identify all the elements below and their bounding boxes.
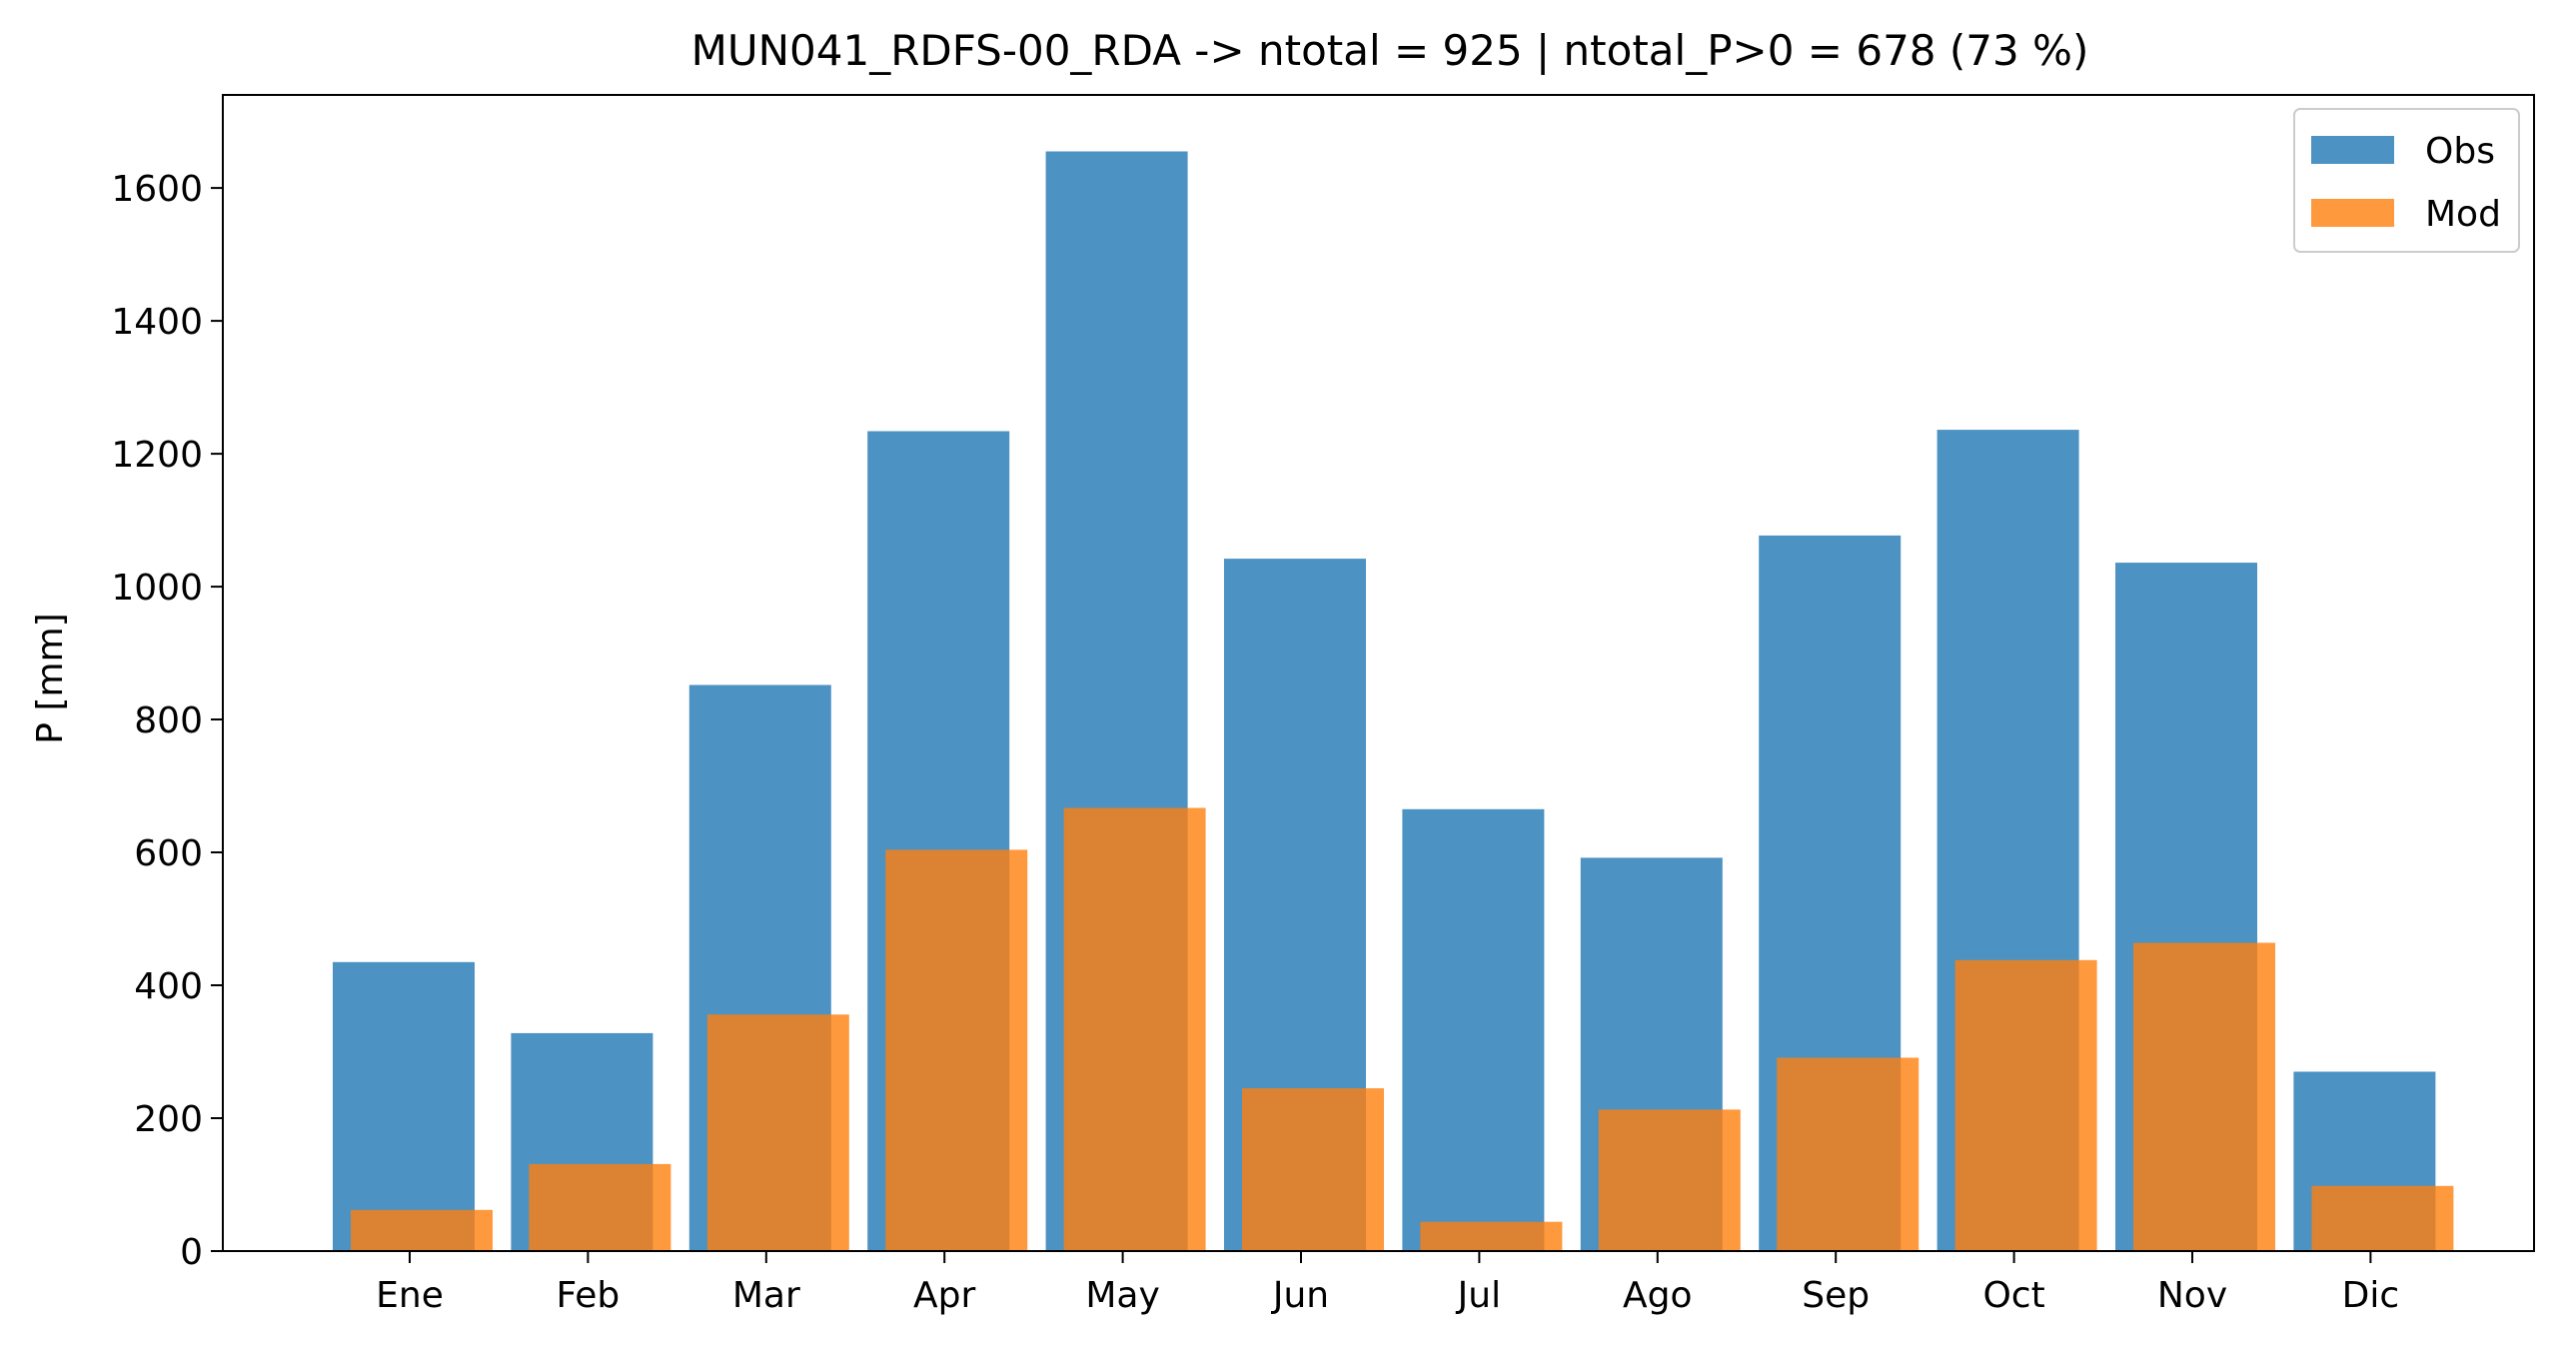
y-tick-label: 400 — [134, 966, 203, 1007]
legend-swatch-obs — [2311, 136, 2394, 164]
x-tick-label: Ago — [1623, 1275, 1693, 1316]
bar-mod-sep — [1777, 1057, 1920, 1251]
bar-mod-nov — [2133, 942, 2275, 1251]
y-axis-ticks: 0 200 400 600 800 1000 1200 1400 1600 — [111, 169, 223, 1273]
x-tick-label: Apr — [913, 1275, 975, 1316]
x-tick-label: Feb — [557, 1275, 621, 1316]
x-tick-label: Nov — [2157, 1275, 2227, 1316]
y-tick-label: 1400 — [111, 302, 203, 343]
bar-mod-oct — [1954, 959, 2097, 1251]
x-axis-ticks: Ene Feb Mar Apr May Jun Jul Ago Sep Oct Nov Dic — [376, 1251, 2399, 1316]
x-tick-label: Jul — [1456, 1275, 1501, 1316]
y-tick-label: 1600 — [111, 169, 203, 210]
x-tick-label: Oct — [1982, 1275, 2044, 1316]
series-mod-bars — [351, 807, 2454, 1251]
x-tick-label: Mar — [732, 1275, 800, 1316]
bar-mod-ene — [351, 1209, 493, 1251]
bar-mod-mar — [706, 1014, 849, 1251]
x-tick-label: Jun — [1271, 1275, 1329, 1316]
chart-title: MUN041_RDFS-00_RDA -> ntotal = 925 | nto… — [691, 26, 2089, 75]
x-tick-label: May — [1085, 1275, 1159, 1316]
bar-mod-jul — [1420, 1221, 1563, 1251]
legend: Obs Mod — [2293, 108, 2520, 253]
bar-obs-jul — [1402, 808, 1545, 1251]
bar-mod-may — [1063, 807, 1206, 1251]
y-tick-label: 0 — [180, 1232, 203, 1273]
legend-label-mod: Mod — [2425, 194, 2501, 235]
bar-mod-jun — [1242, 1088, 1384, 1251]
x-tick-label: Sep — [1802, 1275, 1870, 1316]
y-axis-label: P [mm] — [30, 613, 71, 743]
y-tick-label: 1200 — [111, 435, 203, 476]
bar-mod-apr — [885, 849, 1028, 1251]
legend-swatch-mod — [2311, 199, 2394, 227]
x-tick-label: Ene — [376, 1275, 444, 1316]
y-tick-label: 800 — [134, 700, 203, 741]
bar-mod-ago — [1598, 1109, 1741, 1251]
y-tick-label: 200 — [134, 1099, 203, 1140]
bars-layer — [333, 151, 2454, 1252]
y-tick-label: 600 — [134, 833, 203, 874]
bar-obs-ene — [333, 961, 475, 1252]
plot-frame — [222, 94, 2535, 1252]
y-tick-label: 1000 — [111, 568, 203, 609]
bar-mod-feb — [529, 1163, 671, 1251]
legend-label-obs: Obs — [2425, 131, 2495, 172]
bar-mod-dic — [2311, 1185, 2454, 1251]
x-tick-label: Dic — [2342, 1275, 2400, 1316]
